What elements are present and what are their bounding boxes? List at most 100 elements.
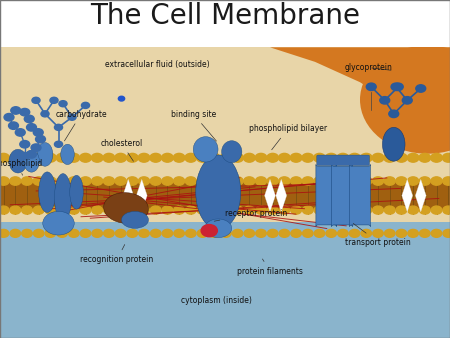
Circle shape xyxy=(68,177,79,185)
Text: binding site: binding site xyxy=(171,110,216,141)
Circle shape xyxy=(57,230,68,237)
Bar xyxy=(0,181,450,210)
Circle shape xyxy=(408,177,418,185)
Circle shape xyxy=(384,230,395,237)
Polygon shape xyxy=(123,179,134,212)
Circle shape xyxy=(314,153,325,162)
Ellipse shape xyxy=(61,144,74,165)
Circle shape xyxy=(68,114,76,120)
Text: phospholipid: phospholipid xyxy=(0,159,43,175)
Circle shape xyxy=(0,153,9,162)
Circle shape xyxy=(80,177,91,185)
Circle shape xyxy=(279,153,290,162)
Circle shape xyxy=(267,206,278,214)
Polygon shape xyxy=(402,179,413,212)
Circle shape xyxy=(150,206,161,214)
Circle shape xyxy=(443,230,450,237)
Circle shape xyxy=(185,206,196,214)
Circle shape xyxy=(127,230,138,237)
Circle shape xyxy=(220,177,231,185)
Circle shape xyxy=(162,177,173,185)
Circle shape xyxy=(150,177,161,185)
Circle shape xyxy=(232,153,243,162)
Circle shape xyxy=(197,206,208,214)
Circle shape xyxy=(127,206,138,214)
Circle shape xyxy=(349,206,360,214)
Ellipse shape xyxy=(205,219,232,238)
Circle shape xyxy=(185,177,196,185)
Circle shape xyxy=(118,96,125,101)
Circle shape xyxy=(54,124,63,130)
Polygon shape xyxy=(415,179,426,212)
Circle shape xyxy=(20,108,30,116)
Circle shape xyxy=(232,177,243,185)
Circle shape xyxy=(104,230,114,237)
Circle shape xyxy=(127,177,138,185)
Circle shape xyxy=(10,230,21,237)
Polygon shape xyxy=(270,47,450,135)
Circle shape xyxy=(22,177,32,185)
Circle shape xyxy=(384,177,395,185)
Circle shape xyxy=(174,177,184,185)
Text: protein filaments: protein filaments xyxy=(237,259,303,276)
Circle shape xyxy=(54,141,63,147)
Circle shape xyxy=(349,177,360,185)
Circle shape xyxy=(326,230,337,237)
Text: carbohydrate: carbohydrate xyxy=(55,110,107,141)
Circle shape xyxy=(57,206,68,214)
Circle shape xyxy=(291,177,302,185)
Circle shape xyxy=(220,153,232,162)
Circle shape xyxy=(338,230,348,237)
Circle shape xyxy=(256,230,266,237)
Circle shape xyxy=(139,206,149,214)
Circle shape xyxy=(361,230,372,237)
FancyBboxPatch shape xyxy=(316,165,337,226)
Circle shape xyxy=(256,206,266,214)
Circle shape xyxy=(33,230,44,237)
Circle shape xyxy=(267,177,278,185)
Circle shape xyxy=(91,153,103,162)
Circle shape xyxy=(419,230,430,237)
Circle shape xyxy=(21,153,33,162)
Circle shape xyxy=(139,177,149,185)
Circle shape xyxy=(407,153,419,162)
Circle shape xyxy=(174,230,184,237)
Circle shape xyxy=(314,177,325,185)
Circle shape xyxy=(209,177,220,185)
Circle shape xyxy=(139,230,149,237)
Circle shape xyxy=(360,153,372,162)
Circle shape xyxy=(36,136,45,143)
Circle shape xyxy=(326,206,337,214)
Circle shape xyxy=(416,85,426,92)
Circle shape xyxy=(115,177,126,185)
Bar xyxy=(0,47,450,222)
Circle shape xyxy=(220,206,231,214)
Circle shape xyxy=(396,177,407,185)
Circle shape xyxy=(380,97,390,104)
Circle shape xyxy=(431,206,442,214)
Polygon shape xyxy=(276,179,287,212)
Circle shape xyxy=(279,206,290,214)
Circle shape xyxy=(396,206,407,214)
Circle shape xyxy=(45,230,56,237)
Ellipse shape xyxy=(37,143,53,166)
Circle shape xyxy=(256,177,266,185)
Circle shape xyxy=(68,153,80,162)
Circle shape xyxy=(244,206,255,214)
Ellipse shape xyxy=(104,193,148,223)
Circle shape xyxy=(279,230,290,237)
Text: phospholipid bilayer: phospholipid bilayer xyxy=(249,124,327,150)
Circle shape xyxy=(402,97,412,104)
Circle shape xyxy=(185,230,196,237)
Circle shape xyxy=(209,230,220,237)
FancyBboxPatch shape xyxy=(317,155,369,166)
Circle shape xyxy=(115,153,126,162)
Polygon shape xyxy=(265,179,275,212)
Circle shape xyxy=(33,177,44,185)
Ellipse shape xyxy=(43,211,74,235)
Circle shape xyxy=(349,230,360,237)
Circle shape xyxy=(22,230,32,237)
Circle shape xyxy=(255,153,267,162)
Circle shape xyxy=(325,153,337,162)
Circle shape xyxy=(291,230,302,237)
